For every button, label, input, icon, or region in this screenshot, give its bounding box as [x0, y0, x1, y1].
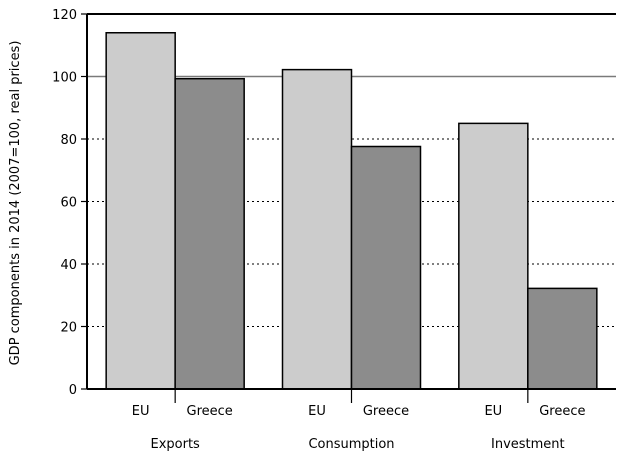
y-tick-label: 0: [69, 383, 77, 398]
bar-consumption-eu: [281, 68, 353, 390]
bar-label: Greece: [187, 404, 233, 419]
y-tick-label: 120: [52, 8, 77, 23]
y-tick-label: 60: [60, 196, 77, 211]
y-tick-label: 20: [60, 321, 77, 336]
bar-label: EU: [308, 404, 326, 419]
bar-exports-greece: [174, 77, 245, 390]
bar-label: EU: [484, 404, 502, 419]
bar-exports-eu: [105, 32, 176, 390]
bar-label: EU: [132, 404, 150, 419]
bars: [105, 32, 598, 390]
bar-investment-eu: [458, 122, 529, 390]
y-tick-label: 100: [52, 71, 77, 86]
bar-label: Greece: [539, 404, 585, 419]
bar-consumption-greece: [350, 145, 422, 390]
y-tick-label: 80: [60, 133, 77, 148]
y-axis-title: GDP components in 2014 (2007=100, real p…: [8, 41, 23, 366]
category-label: Exports: [151, 437, 201, 452]
bar-investment-greece: [527, 287, 598, 390]
category-label: Consumption: [308, 437, 394, 452]
axes: [81, 13, 616, 403]
labels: 0 20 40 60 80 100 120 EU Greece Exports EU Greece Co…: [52, 8, 585, 452]
bar-label: Greece: [363, 404, 409, 419]
y-tick-label: 40: [60, 258, 77, 273]
category-label: Investment: [491, 437, 565, 452]
